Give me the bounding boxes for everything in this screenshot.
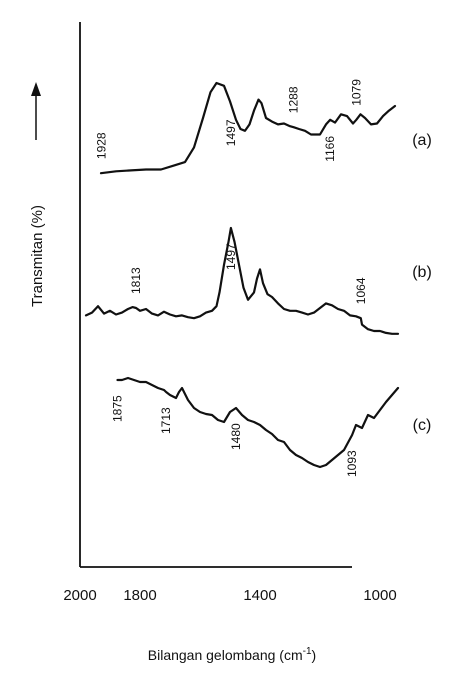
panel-label-c: (c) bbox=[413, 417, 432, 434]
peak-label-1713: 1713 bbox=[159, 407, 173, 434]
x-axis-label-close: ) bbox=[312, 647, 317, 663]
x-tick-label-1000: 1000 bbox=[363, 587, 396, 604]
panel-labels: (a) (b) (c) bbox=[412, 132, 432, 434]
panel-label-b: (b) bbox=[412, 264, 432, 281]
spectra-curves bbox=[84, 81, 400, 469]
x-axis-label: Bilangan gelombang (cm-1) bbox=[148, 646, 316, 663]
peak-label-1079: 1079 bbox=[349, 79, 363, 106]
spectrum-b-line bbox=[84, 226, 400, 335]
peak-label-1875: 1875 bbox=[111, 395, 125, 422]
x-tick-label-1800: 1800 bbox=[123, 587, 156, 604]
peak-label-1480: 1480 bbox=[229, 423, 243, 450]
y-axis-arrow-head bbox=[31, 82, 41, 96]
spectrum-a-line bbox=[99, 81, 397, 175]
y-axis-label-group: Transmitan (%) bbox=[29, 82, 46, 307]
x-axis-label-superscript: -1 bbox=[303, 646, 312, 657]
peak-label-1813: 1813 bbox=[129, 267, 143, 294]
peak-label-1064: 1064 bbox=[354, 277, 368, 304]
peak-label-1166: 1166 bbox=[323, 136, 337, 162]
x-tick-labels: 2000 1800 1400 1000 bbox=[63, 587, 396, 604]
peak-label-1497: 1497 bbox=[224, 243, 238, 270]
x-tick-label-1400: 1400 bbox=[243, 587, 276, 604]
peak-labels: 1928 1497 1288 1166 1079 1813 1497 1064 1875 1713… bbox=[95, 79, 368, 477]
x-tick-label-2000: 2000 bbox=[63, 587, 96, 604]
peak-label-1288: 1288 bbox=[287, 86, 301, 113]
spectrum-c-line bbox=[116, 376, 400, 469]
peak-label-1497: 1497 bbox=[224, 119, 238, 146]
peak-label-1093: 1093 bbox=[345, 450, 359, 477]
y-axis-label: Transmitan (%) bbox=[29, 205, 46, 307]
panel-label-a: (a) bbox=[412, 132, 432, 149]
peak-label-1928: 1928 bbox=[95, 132, 109, 159]
